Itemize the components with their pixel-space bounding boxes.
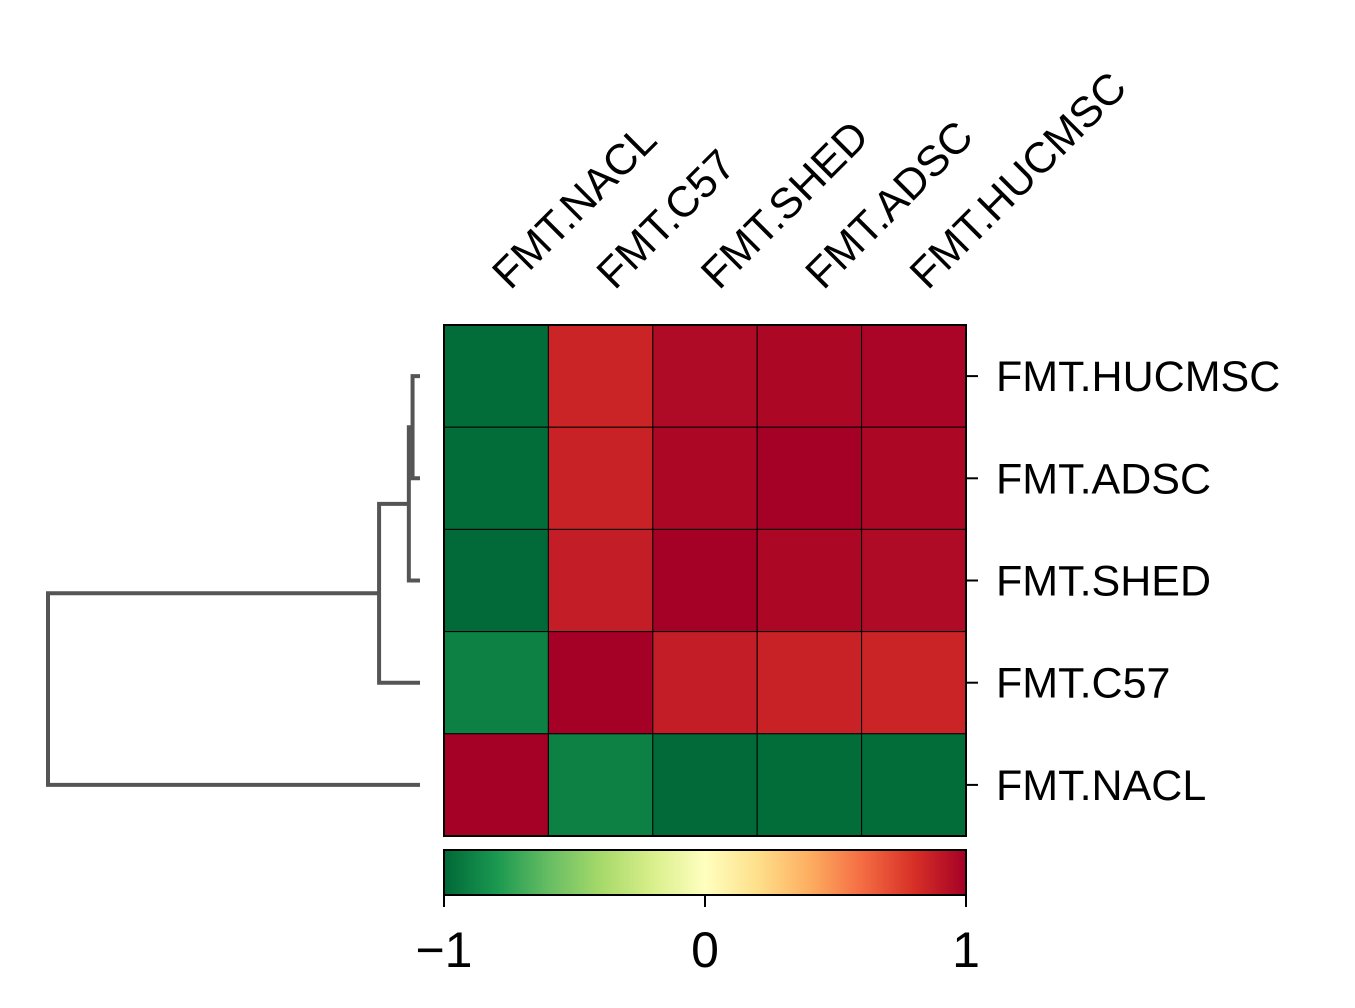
heatmap-cell-fmt-c57-fmt-c57 xyxy=(547,631,654,735)
colorbar-ticks: −1 0 1 xyxy=(415,895,980,978)
row-label-fmt-c57: FMT.C57 xyxy=(996,660,1170,708)
heatmap-cells xyxy=(443,324,967,837)
heatmap-cell-fmt-hucmsc-fmt-nacl xyxy=(443,324,549,428)
heatmap-cell-fmt-shed-fmt-c57 xyxy=(547,528,654,633)
colorbar-tick-label-1: 0 xyxy=(691,922,719,978)
heatmap-cell-fmt-hucmsc-fmt-adsc xyxy=(756,324,863,428)
dendrogram-link-4 xyxy=(46,591,420,787)
heatmap-cell-fmt-c57-fmt-adsc xyxy=(756,631,863,735)
column-labels: FMT.NACLFMT.C57FMT.SHEDFMT.ADSCFMT.HUCMS… xyxy=(483,63,1136,298)
dendrogram-link-1 xyxy=(410,374,420,481)
row-label-fmt-hucmsc: FMT.HUCMSC xyxy=(996,353,1280,401)
heatmap-cell-fmt-adsc-fmt-hucmsc xyxy=(861,426,967,530)
colorbar: −1 0 1 xyxy=(415,849,980,978)
heatmap-cell-fmt-adsc-fmt-c57 xyxy=(547,426,654,530)
heatmap-cell-fmt-shed-fmt-hucmsc xyxy=(861,528,967,633)
colorbar-tick-label-0: −1 xyxy=(415,922,472,978)
heatmap-cell-fmt-c57-fmt-nacl xyxy=(443,631,549,735)
row-label-fmt-adsc: FMT.ADSC xyxy=(996,455,1211,503)
row-label-fmt-shed: FMT.SHED xyxy=(996,558,1211,606)
heatmap-cell-fmt-adsc-fmt-adsc xyxy=(756,426,863,530)
heatmap-cell-fmt-adsc-fmt-nacl xyxy=(443,426,549,530)
heatmap-cell-fmt-shed-fmt-adsc xyxy=(756,528,863,633)
heatmap-cell-fmt-nacl-fmt-c57 xyxy=(547,733,654,837)
heatmap-cell-fmt-c57-fmt-hucmsc xyxy=(861,631,967,735)
heatmap-cell-fmt-nacl-fmt-shed xyxy=(652,733,758,837)
dendrogram-link-3 xyxy=(377,501,420,685)
heatmap-cell-fmt-shed-fmt-shed xyxy=(652,528,758,633)
heatmap-cell-fmt-hucmsc-fmt-shed xyxy=(652,324,758,428)
row-labels: FMT.HUCMSC FMT.ADSC FMT.SHED FMT.C57 FMT.NAC… xyxy=(966,353,1280,810)
colorbar-gradient xyxy=(443,849,967,896)
heatmap-cell-fmt-hucmsc-fmt-hucmsc xyxy=(861,324,967,428)
row-label-fmt-nacl: FMT.NACL xyxy=(996,762,1206,810)
row-dendrogram xyxy=(46,374,420,787)
heatmap-cell-fmt-nacl-fmt-nacl xyxy=(443,733,549,837)
heatmap-cell-fmt-adsc-fmt-shed xyxy=(652,426,758,530)
heatmap-cell-fmt-c57-fmt-shed xyxy=(652,631,758,735)
heatmap-cell-fmt-shed-fmt-nacl xyxy=(443,528,549,633)
heatmap-cell-fmt-nacl-fmt-hucmsc xyxy=(861,733,967,837)
heatmap-cell-fmt-hucmsc-fmt-c57 xyxy=(547,324,654,428)
colorbar-tick-label-2: 1 xyxy=(952,922,980,978)
heatmap-cell-fmt-nacl-fmt-adsc xyxy=(756,733,863,837)
